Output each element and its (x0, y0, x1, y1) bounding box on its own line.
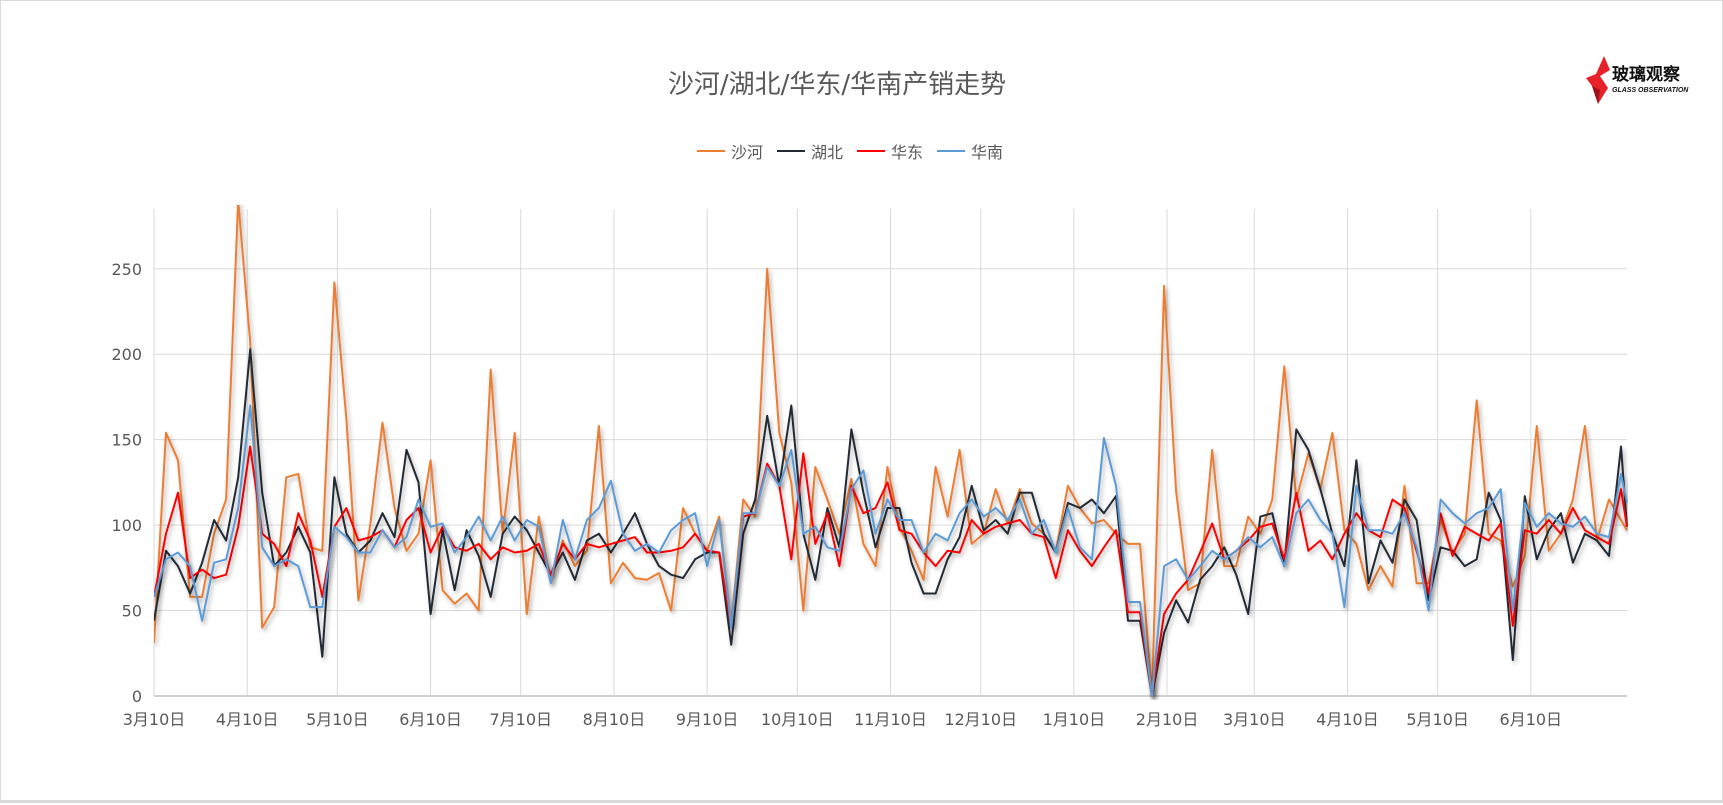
legend-item-huadong[interactable]: 华东 (857, 139, 923, 163)
x-tick-label: 4月10日 (216, 710, 279, 729)
x-tick-label: 3月10日 (123, 710, 186, 729)
x-tick-label: 5月10日 (1406, 710, 1469, 729)
legend-swatch (776, 150, 805, 152)
legend-label: 华南 (971, 143, 1004, 162)
x-tick-label: 3月10日 (1223, 710, 1286, 729)
x-tick-label: 12月10日 (944, 710, 1017, 729)
legend-swatch (857, 150, 885, 152)
legend-item-hubei[interactable]: 湖北 (776, 139, 843, 163)
series-line-huadong (154, 445, 1628, 697)
legend-label: 湖北 (810, 143, 843, 162)
legend-label: 沙河 (730, 143, 763, 162)
x-tick-label: 2月10日 (1136, 710, 1199, 729)
y-tick-label: 0 (132, 687, 142, 706)
x-axis: 3月10日 4月10日 5月10日 6月10日 7月10日 8月10日 9月10日 10月10… (123, 710, 1562, 729)
chart-title: 沙河/湖北/华东/华南产销走势 (667, 70, 1007, 100)
y-tick-label: 200 (111, 345, 142, 364)
logo-en-text: GLASS OBSERVATION (1612, 87, 1689, 94)
x-tick-label: 8月10日 (583, 710, 646, 729)
legend-swatch (937, 150, 966, 152)
legend: 沙河 湖北 华东 华南 (0, 139, 1700, 163)
x-tick-label: 10月10日 (761, 710, 834, 729)
series-lines (154, 205, 1628, 697)
gridlines (153, 209, 1627, 697)
series-line-shahe (154, 205, 1628, 697)
x-tick-label: 6月10日 (399, 710, 462, 729)
legend-swatch (696, 150, 725, 152)
x-tick-label: 4月10日 (1316, 710, 1379, 729)
y-tick-label: 100 (111, 516, 142, 535)
x-tick-label: 6月10日 (1500, 710, 1563, 729)
y-tick-label: 150 (111, 431, 142, 450)
x-tick-label: 9月10日 (676, 710, 739, 729)
x-tick-label: 1月10日 (1043, 710, 1106, 729)
glass-observation-logo: 玻璃观察 GLASS OBSERVATION (1586, 56, 1689, 104)
y-tick-label: 250 (111, 260, 142, 279)
legend-label: 华东 (891, 143, 924, 162)
logo-cn-text: 玻璃观察 (1612, 64, 1681, 85)
series-line-huanan (154, 404, 1628, 697)
y-tick-label: 50 (122, 602, 142, 621)
x-tick-label: 7月10日 (489, 710, 552, 729)
legend-item-huanan[interactable]: 华南 (937, 139, 1003, 163)
x-tick-label: 5月10日 (306, 710, 369, 729)
legend-item-shahe[interactable]: 沙河 (696, 139, 763, 163)
y-axis: 0 50 100 150 200 250 (111, 260, 142, 706)
x-tick-label: 11月10日 (854, 710, 927, 729)
